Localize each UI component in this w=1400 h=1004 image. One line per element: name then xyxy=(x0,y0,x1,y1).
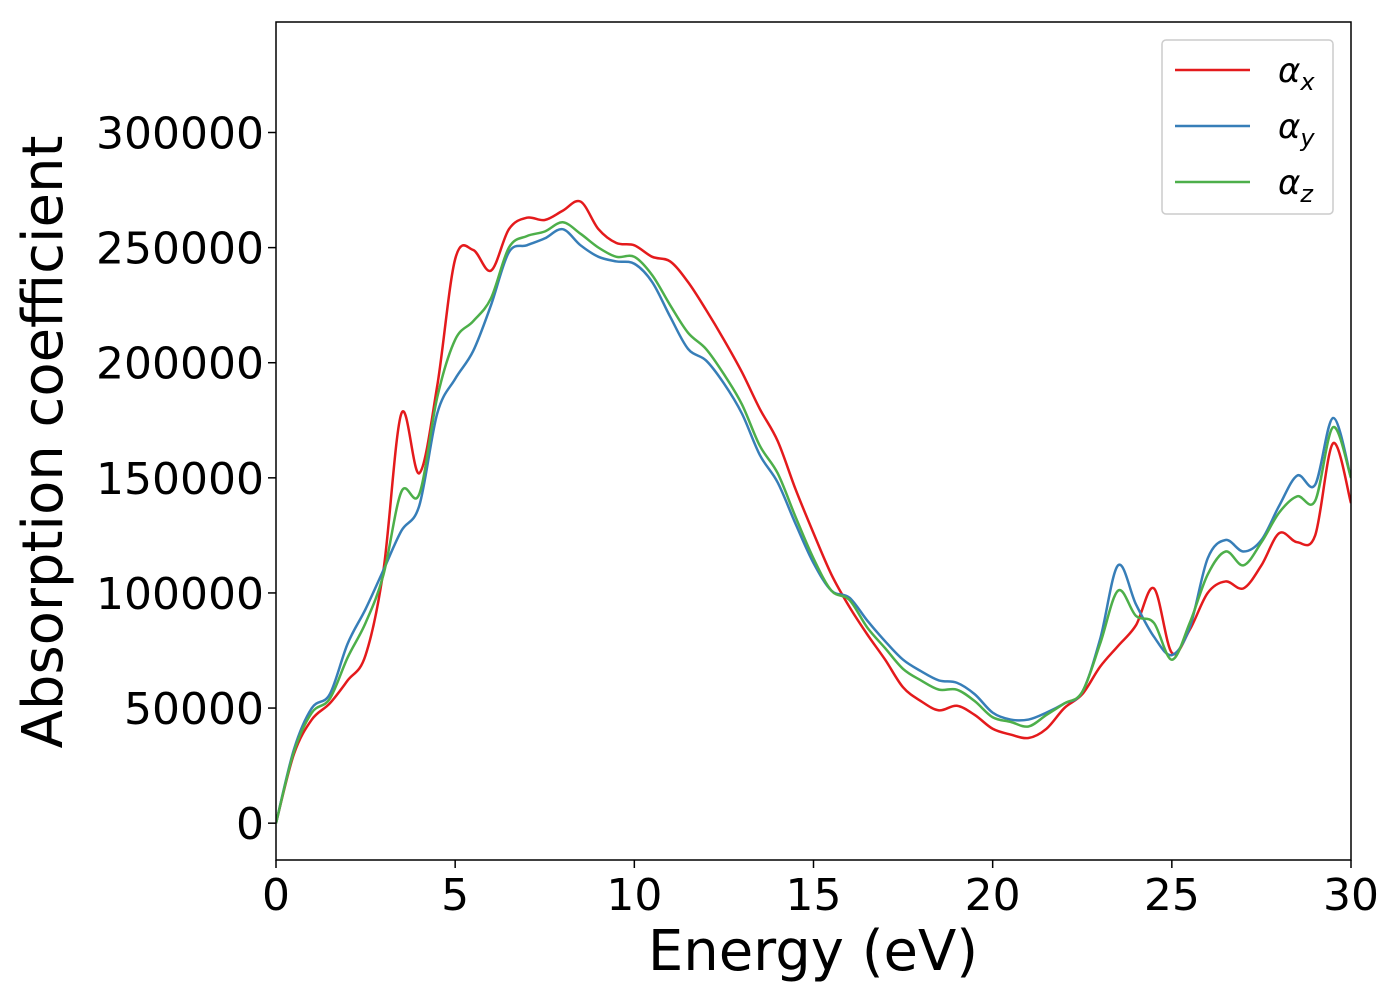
legend-label: αx xyxy=(1278,51,1315,96)
y-tick-label: 250000 xyxy=(96,224,264,275)
series-line xyxy=(276,199,1351,824)
plot-frame xyxy=(275,21,1352,861)
x-tick-label: 25 xyxy=(1144,870,1200,921)
x-tick-label: 15 xyxy=(786,870,842,921)
series-line xyxy=(276,221,1351,824)
y-tick-label: 0 xyxy=(236,799,264,850)
x-tick-label: 5 xyxy=(441,870,469,921)
y-tick-label: 300000 xyxy=(96,109,264,160)
legend-label: αy xyxy=(1278,107,1315,152)
x-tick-label: 30 xyxy=(1323,870,1379,921)
x-tick-label: 10 xyxy=(606,870,662,921)
legend-label: αz xyxy=(1278,163,1314,208)
x-tick-label: 0 xyxy=(262,870,290,921)
y-tick-label: 200000 xyxy=(96,339,264,390)
y-axis-label: Absorption coefficient xyxy=(11,136,76,749)
y-tick-label: 50000 xyxy=(124,684,264,735)
x-tick-label: 20 xyxy=(965,870,1021,921)
series-line xyxy=(276,227,1351,824)
x-axis-label: Energy (eV) xyxy=(648,919,978,984)
y-tick-label: 150000 xyxy=(96,454,264,505)
y-tick-label: 100000 xyxy=(96,569,264,620)
